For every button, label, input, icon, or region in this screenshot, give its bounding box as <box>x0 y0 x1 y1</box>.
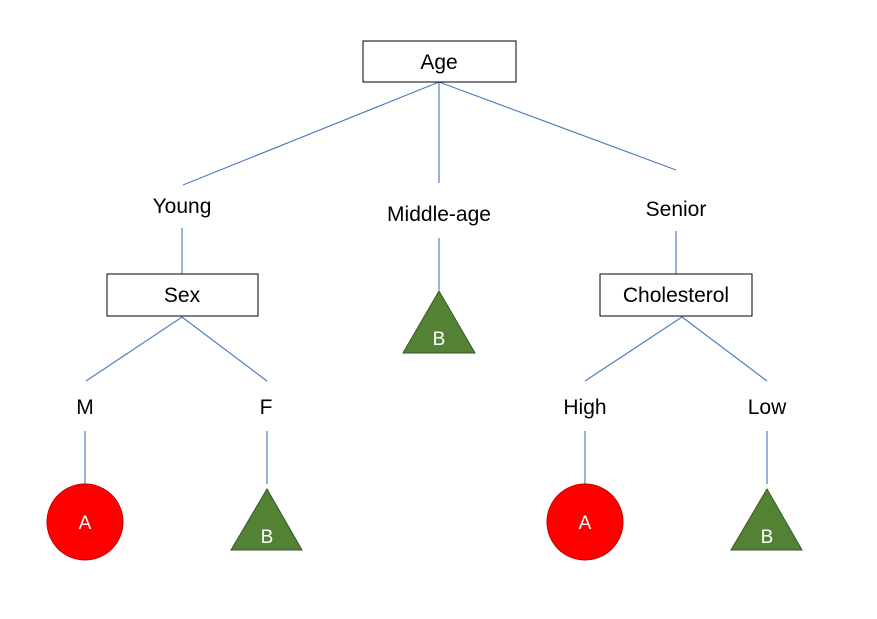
leaf-middle-age-label: B <box>433 329 446 350</box>
leaf-f-label: B <box>261 527 274 548</box>
circle-icon <box>46 483 124 561</box>
branch-label-low: Low <box>748 396 787 419</box>
node-sex: Sex <box>106 273 259 317</box>
leaf-low-label: B <box>761 527 774 548</box>
edge-age-senior <box>438 81 677 171</box>
node-cholesterol: Cholesterol <box>599 273 753 317</box>
branch-label-high: High <box>563 396 606 419</box>
leaf-m-label: A <box>79 513 92 534</box>
branch-label-middle-age: Middle-age <box>387 203 491 226</box>
triangle-icon <box>402 290 476 354</box>
leaf-f: B <box>230 488 303 551</box>
leaf-m: A <box>46 483 124 561</box>
branch-label-m: M <box>76 396 94 419</box>
branch-label-young: Young <box>153 195 212 218</box>
node-sex-label: Sex <box>164 284 201 307</box>
node-age-label: Age <box>420 51 457 74</box>
edge-cholesterol-low <box>681 316 768 382</box>
edge-sex-f <box>181 316 268 382</box>
edge-sex-m <box>85 316 183 382</box>
triangle-icon <box>230 488 303 551</box>
leaf-high: A <box>546 483 624 561</box>
edge-age-young <box>182 81 440 186</box>
leaf-middle-age: B <box>402 290 476 354</box>
node-cholesterol-label: Cholesterol <box>623 284 729 307</box>
circle-icon <box>546 483 624 561</box>
branch-label-f: F <box>260 396 273 419</box>
edges <box>84 81 768 484</box>
leaf-high-label: A <box>579 513 592 534</box>
branch-label-senior: Senior <box>646 198 707 221</box>
leaf-low: B <box>730 488 803 551</box>
triangle-icon <box>730 488 803 551</box>
node-age: Age <box>362 40 517 83</box>
edge-cholesterol-high <box>584 316 683 382</box>
